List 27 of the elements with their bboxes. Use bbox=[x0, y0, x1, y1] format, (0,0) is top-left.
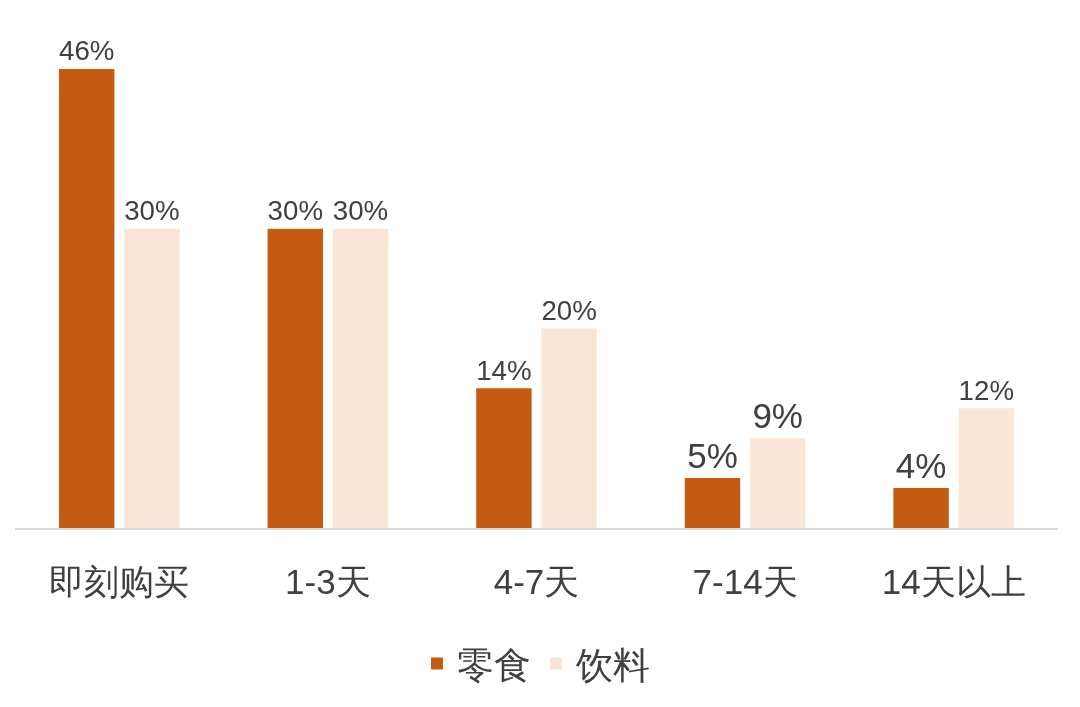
bar bbox=[749, 438, 806, 528]
bar bbox=[684, 478, 741, 528]
bar bbox=[893, 488, 949, 528]
data-label: 30% bbox=[267, 195, 323, 227]
bar bbox=[541, 328, 597, 528]
legend-label: 饮料 bbox=[575, 644, 650, 686]
x-tick-label: 4-7天 bbox=[493, 562, 580, 601]
x-tick-label: 14天以上 bbox=[881, 562, 1026, 601]
bar bbox=[958, 408, 1014, 528]
data-label: 5% bbox=[687, 436, 738, 476]
data-label: 46% bbox=[59, 35, 115, 67]
data-label: 4% bbox=[895, 446, 947, 486]
data-label: 30% bbox=[332, 195, 389, 227]
legend-label: 零食 bbox=[457, 644, 531, 686]
data-label: 20% bbox=[541, 294, 597, 326]
data-label: 9% bbox=[752, 396, 803, 436]
bar bbox=[332, 228, 389, 528]
x-tick-label: 1-3天 bbox=[285, 562, 371, 601]
x-tick-label: 即刻购买 bbox=[49, 562, 190, 601]
data-label: 14% bbox=[476, 354, 532, 386]
x-tick-label: 7-14天 bbox=[692, 562, 798, 601]
data-label: 30% bbox=[124, 195, 180, 227]
bar bbox=[59, 69, 115, 528]
bar bbox=[476, 388, 532, 528]
bar bbox=[124, 228, 180, 528]
bar bbox=[267, 228, 324, 528]
data-label: 12% bbox=[958, 374, 1014, 406]
